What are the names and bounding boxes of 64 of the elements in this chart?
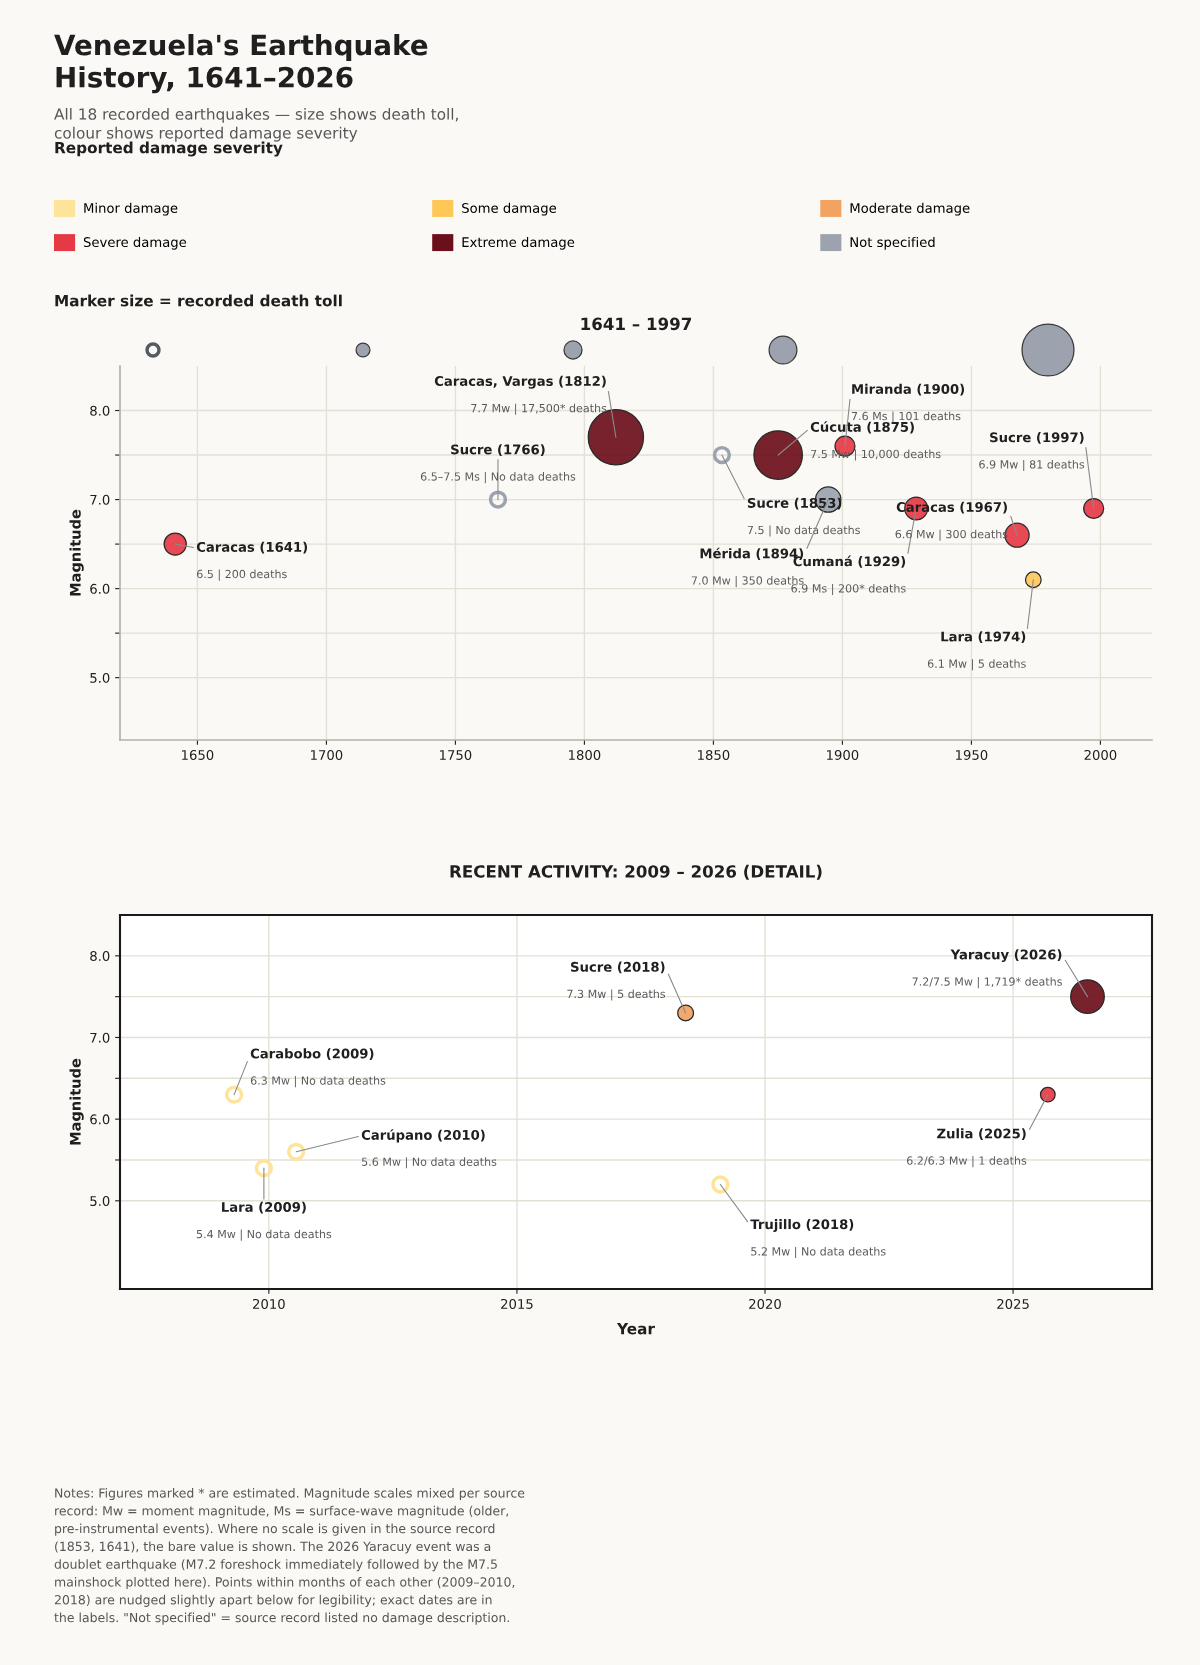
x-tick-label: 1900: [827, 749, 859, 760]
chart-title: 1641 – 1997: [581, 317, 692, 331]
y-tick-label: 7.0: [90, 1032, 110, 1043]
y-tick-label: 8.0: [90, 951, 110, 962]
annotation: Caracas, Vargas (1812): [434, 375, 606, 389]
x-tick-label: 1800: [569, 749, 601, 760]
annotation: Lara (1974): [941, 631, 1026, 644]
annotation: 5.6 Mw | No data deaths: [361, 1157, 497, 1169]
x-tick-label: 1650: [182, 749, 214, 760]
annotation: 7.2/7.5 Mw | 1,719* deaths: [912, 977, 1062, 989]
annotation: 7.5 | No data deaths: [747, 525, 860, 537]
legend-label: Moderate damage: [850, 202, 970, 216]
y-tick-label: 6.0: [90, 1114, 110, 1125]
x-axis-title: Year: [616, 1323, 655, 1335]
annotation: Carúpano (2010): [361, 1129, 485, 1143]
y-tick-label: 5.0: [90, 1196, 110, 1207]
x-tick-label: 1750: [440, 749, 472, 760]
y-tick-label: 5.0: [90, 672, 110, 683]
x-tick-label: 1850: [698, 749, 730, 760]
chart-title: RECENT ACTIVITY: 2009 – 2026 (DETAIL): [450, 864, 822, 880]
text: Notes: Figures marked * are estimated. Magnitude scales mixed per source record: Mw = moment magnitude, Ms = surface-wave magnitude (older, pre-instrumental events). Where no scale is given in the source record (1853, 1641), the bare value is shown. The 2026 Yaracuy event was a doublet earthquake (M7.2 foreshock immediately followed by the M7.5 mainshock plotted here). Points within months of each other (2009–2010, 2018) are nudged slightly apart below for legibility; exact dates are in the labels. "Not specified" = source record listed no damage description.: [54, 1488, 525, 1625]
legend-label: Extreme damage: [462, 236, 575, 250]
text: All 18 recorded earthquakes — size shows death toll, colour shows reported damage severity: [54, 108, 458, 142]
annotation: Caracas (1641): [196, 541, 308, 554]
text: Venezuela's Earthquake History, 1641–2026: [54, 34, 428, 94]
legend-label: Severe damage: [83, 236, 187, 250]
annotation: Sucre (2018): [571, 961, 665, 974]
annotation: Sucre (1766): [451, 444, 545, 456]
y-axis-title: Magnitude: [69, 1058, 84, 1145]
annotation: 6.3 Mw | No data deaths: [250, 1076, 386, 1088]
annotation: Sucre (1997): [990, 432, 1084, 444]
y-tick-label: 7.0: [90, 494, 110, 505]
y-tick-label: 6.0: [90, 583, 110, 594]
x-tick-label: 2010: [253, 1298, 285, 1309]
x-tick-label: 1950: [956, 749, 988, 760]
annotation: 5.2 Mw | No data deaths: [751, 1246, 886, 1259]
annotation: 7.7 Mw | 17,500* deaths: [471, 403, 607, 415]
legend-label: Minor damage: [84, 202, 178, 216]
x-tick-label: 1700: [311, 749, 343, 760]
annotation: 5.4 Mw | No data deaths: [196, 1229, 332, 1241]
annotation: Yaracuy (2026): [950, 949, 1062, 963]
legend-label: Not specified: [850, 236, 935, 250]
annotation: Cúcuta (1875): [810, 421, 914, 434]
x-tick-label: 2025: [997, 1298, 1029, 1309]
annotation: 7.3 Mw | 5 deaths: [567, 989, 666, 1001]
y-axis-title: Magnitude: [69, 509, 84, 596]
legend-title: Reported damage severity: [55, 141, 283, 157]
annotation: Lara (2009): [222, 1201, 306, 1214]
annotation: Zulia (2025): [937, 1128, 1026, 1141]
x-tick-label: 2000: [1084, 749, 1117, 760]
annotation: 6.1 Mw | 5 deaths: [927, 659, 1026, 671]
annotation: Trujillo (2018): [750, 1219, 854, 1232]
text: Marker size = recorded death toll: [55, 294, 342, 307]
annotation: Miranda (1900): [852, 383, 965, 396]
y-tick-label: 8.0: [90, 405, 110, 416]
annotation: 7.5 Mw | 10,000 deaths: [811, 449, 941, 461]
annotation: 6.2/6.3 Mw | 1 deaths: [907, 1156, 1027, 1168]
legend-label: Some damage: [462, 202, 557, 216]
annotation: 6.5 | 200 deaths: [196, 569, 287, 581]
annotation: 6.5–7.5 Ms | No data deaths: [420, 472, 576, 484]
x-tick-label: 2020: [749, 1298, 781, 1309]
annotation: Carabobo (2009): [250, 1048, 374, 1061]
x-tick-label: 2015: [501, 1298, 533, 1309]
annotation: 6.9 Mw | 81 deaths: [979, 459, 1085, 472]
